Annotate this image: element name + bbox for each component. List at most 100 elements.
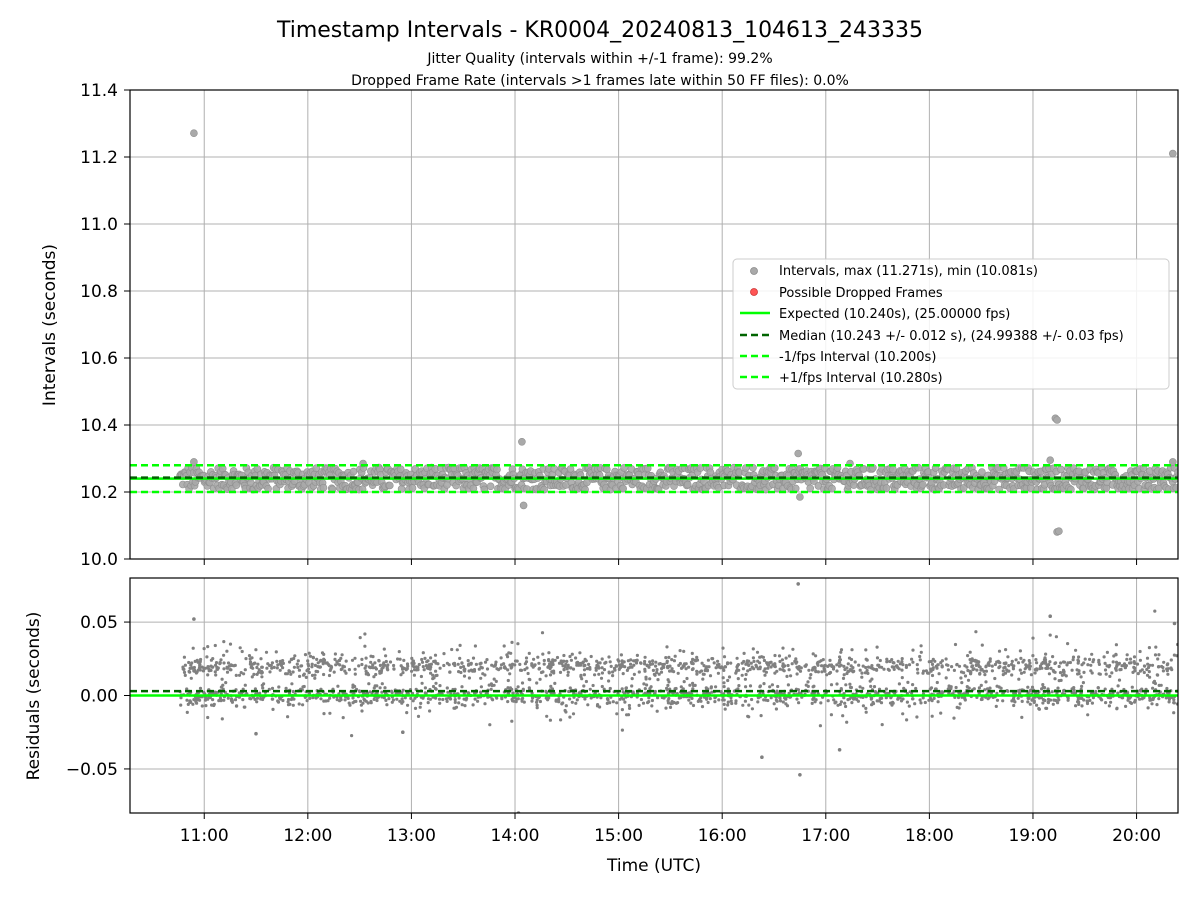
residual-point [1050,690,1054,694]
residual-point [647,700,651,704]
residual-point [508,672,512,676]
residual-point [865,668,869,673]
residual-point [185,687,189,691]
residual-point [1118,668,1122,672]
residual-point [397,650,401,654]
residual-point [1085,701,1090,706]
residual-point [915,715,919,719]
residual-point [750,697,754,702]
residual-point [505,653,509,657]
residual-point [1090,652,1094,656]
residual-point [379,671,383,675]
residual-point [357,664,361,668]
residual-point [685,676,689,681]
residual-point [712,661,716,665]
residual-point [1107,704,1111,708]
residual-point [324,661,328,665]
residual-point [848,697,852,701]
residual-point [483,660,488,664]
residual-point [841,676,846,681]
residual-point [599,676,604,680]
residual-point [1019,656,1023,661]
residual-point [755,650,760,654]
residual-point [725,662,730,666]
residual-point [756,659,760,663]
residual-point [442,652,446,656]
residual-point [1154,645,1158,649]
residual-point [1083,657,1087,661]
residual-point [1052,670,1056,674]
residual-point [1010,659,1014,664]
intervals-y-tick-label: 11.4 [80,81,118,101]
residual-point [578,651,582,655]
residual-point [911,683,915,687]
residual-point [616,658,620,662]
residual-point [436,662,440,666]
residual-point [445,686,449,690]
residual-point [897,682,902,686]
residual-point [628,706,632,711]
residual-point [872,685,877,689]
residual-point [424,664,428,668]
residual-point [1032,699,1036,703]
residual-point [901,697,905,701]
residual-point [766,698,770,703]
residual-point [904,663,909,668]
residual-point [1012,664,1016,668]
residual-point [1080,663,1084,667]
residual-point [607,671,611,675]
residual-point [947,684,951,688]
residual-point [433,653,438,657]
residual-point [195,658,199,663]
residual-point [797,667,801,671]
residual-point [649,685,653,689]
residual-point [548,718,553,722]
residual-point [1022,670,1026,674]
residual-point [434,696,438,700]
residual-point [734,671,738,675]
residual-point [629,658,633,662]
residual-point [566,663,570,667]
residual-point [1023,667,1027,671]
residual-point [453,700,457,705]
residual-point [1043,656,1047,660]
residual-point [786,683,791,687]
residual-point [910,657,914,661]
residual-point [1103,661,1107,666]
residual-point [306,664,311,668]
residual-point [656,678,660,682]
residual-point [438,666,442,670]
residual-point [769,665,773,669]
residual-point [541,670,545,674]
residual-point [780,658,785,662]
residual-point [1035,703,1039,707]
residual-point [605,697,610,701]
residual-point [589,654,593,659]
residual-point [278,668,282,672]
residual-point [1044,652,1048,656]
residual-point [766,663,771,667]
residual-point [892,665,896,669]
residual-point [1048,660,1052,664]
residual-point [841,714,845,718]
residual-point [741,703,745,707]
residual-point [1076,700,1080,704]
residual-point [281,661,285,666]
residual-point [974,663,979,667]
residual-point [502,644,506,648]
residual-point [290,657,294,662]
residual-point [1132,660,1136,664]
residual-point [719,690,723,694]
residual-point [1152,680,1156,685]
residual-point [476,699,480,703]
residual-point [609,664,613,669]
residual-point [602,668,607,672]
residual-point [651,668,656,673]
residual-point [747,715,751,719]
residual-point [742,659,746,664]
residual-point [861,704,866,708]
residual-point [560,661,564,666]
residual-point [321,662,325,666]
residual-point [519,668,524,673]
residual-point [748,684,753,688]
